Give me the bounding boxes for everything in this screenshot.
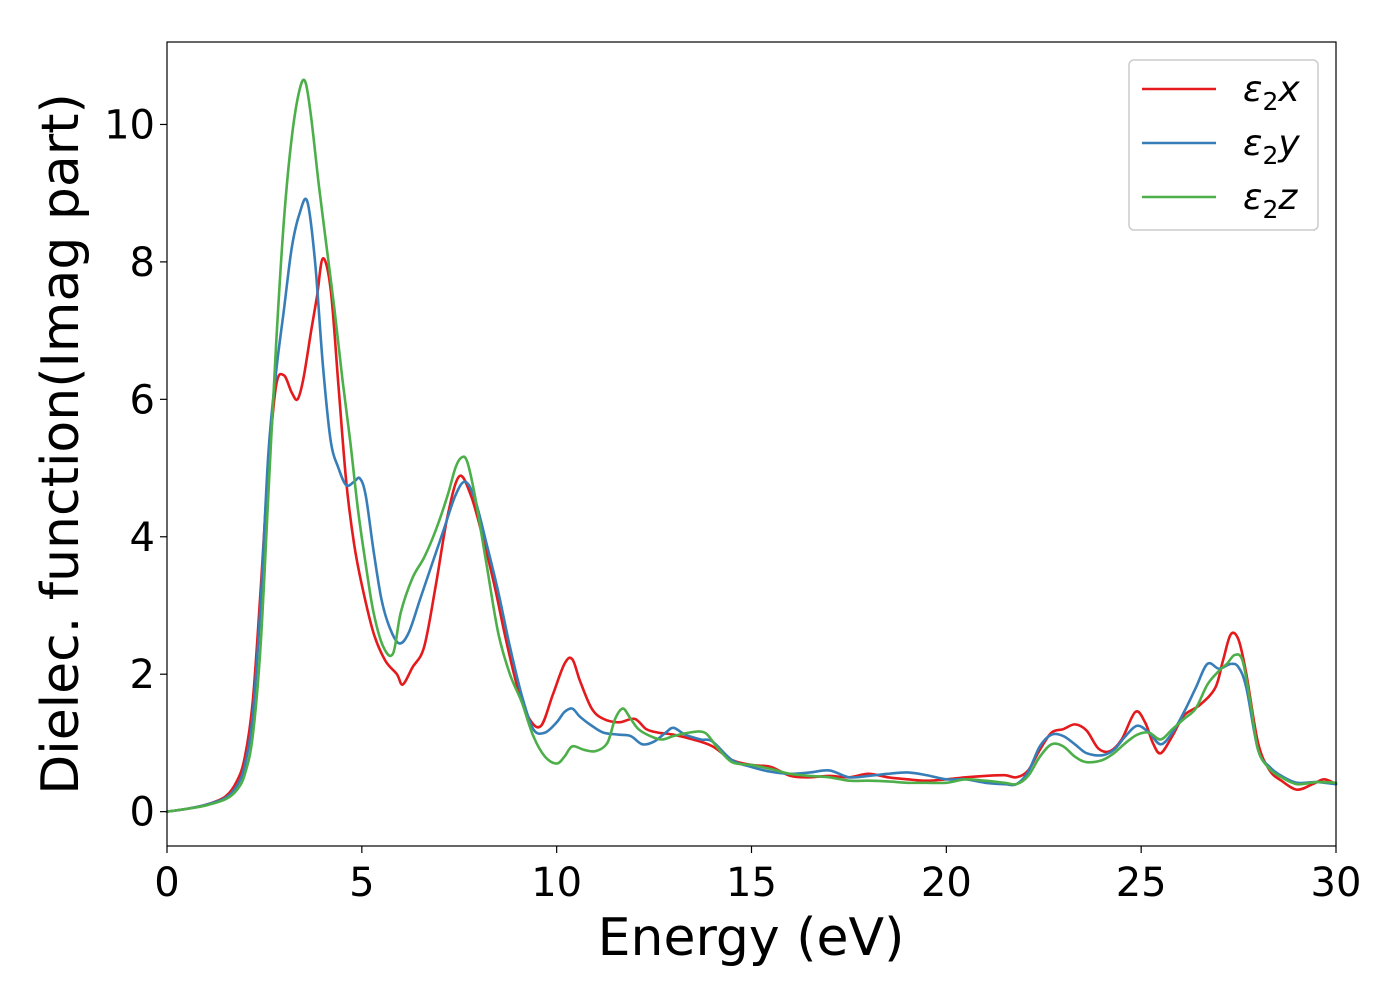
legend: ε2x ε2y ε2z bbox=[1128, 59, 1319, 231]
y-tick-label: 4 bbox=[130, 515, 155, 561]
y-tick-label: 0 bbox=[130, 790, 155, 836]
y-tick-label: 8 bbox=[130, 240, 155, 286]
series-layer bbox=[165, 78, 1338, 813]
x-tick-label: 10 bbox=[531, 860, 582, 906]
x-tick-label: 0 bbox=[154, 860, 179, 906]
series-line-y bbox=[165, 197, 1338, 813]
x-tick-label: 5 bbox=[349, 860, 374, 906]
legend-label-y: ε2y bbox=[1243, 123, 1300, 170]
legend-box bbox=[1128, 59, 1319, 231]
y-tick-label: 6 bbox=[130, 377, 155, 423]
x-axis-ticks: 0 5 10 15 20 25 30 bbox=[154, 846, 1361, 906]
x-tick-label: 30 bbox=[1311, 860, 1362, 906]
legend-label-x: ε2x bbox=[1243, 69, 1300, 116]
y-tick-label: 10 bbox=[104, 102, 155, 148]
y-tick-label: 2 bbox=[130, 652, 155, 698]
x-axis-label: Energy (eV) bbox=[598, 908, 905, 968]
x-tick-label: 20 bbox=[921, 860, 972, 906]
y-axis-label: Dielec. function(Imag part) bbox=[31, 93, 91, 795]
legend-label-z: ε2z bbox=[1243, 177, 1298, 224]
x-tick-label: 25 bbox=[1116, 860, 1167, 906]
x-tick-label: 15 bbox=[726, 860, 777, 906]
y-axis-ticks: 0 2 4 6 8 10 bbox=[104, 102, 167, 836]
series-line-z bbox=[165, 78, 1338, 813]
